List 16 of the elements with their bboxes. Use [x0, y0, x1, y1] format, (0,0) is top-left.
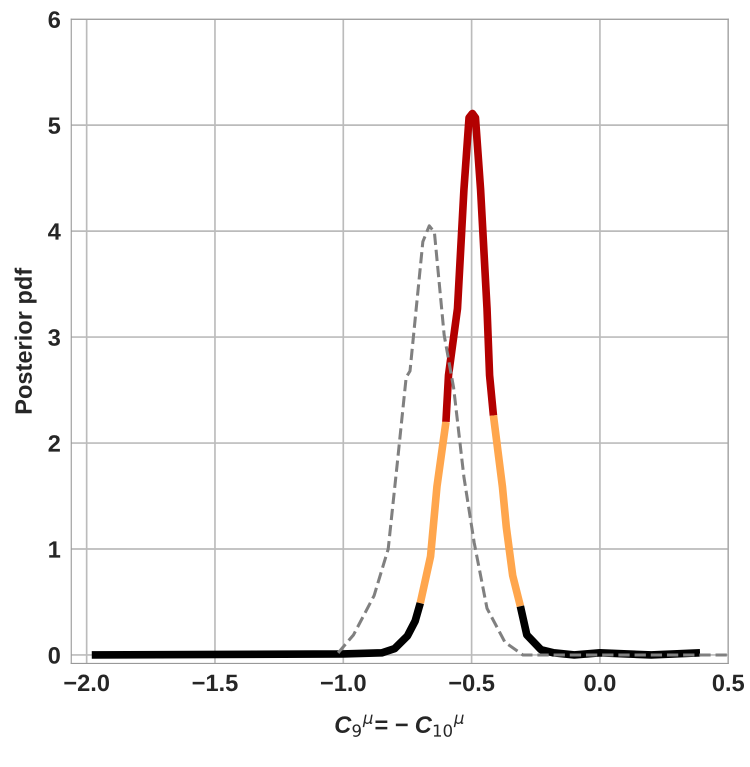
y-axis-title: Posterior pdf [14, 268, 37, 414]
y-tick-label: 5 [48, 117, 60, 134]
y-tick-label: 4 [48, 223, 61, 240]
y-tick-label: 0 [48, 647, 60, 664]
x-tick-label: 0.5 [712, 674, 744, 692]
x-axis-title: C$_{9}$$^{μ}$= − C$_{10}$$^{μ}$ [335, 714, 464, 737]
y-tick-label: 6 [48, 11, 60, 28]
y-tick-label: 3 [48, 329, 60, 346]
x-tick-label: 0.0 [584, 674, 616, 692]
x-tick-label: −0.5 [449, 674, 494, 692]
line-series [336, 224, 728, 657]
x-tick-label: −1.5 [192, 674, 238, 692]
y-tick-label: 2 [48, 435, 60, 452]
x-tick-label: −1.0 [320, 674, 366, 692]
y-tick-label: 1 [49, 541, 60, 558]
x-tick-label: −2.0 [64, 674, 109, 692]
